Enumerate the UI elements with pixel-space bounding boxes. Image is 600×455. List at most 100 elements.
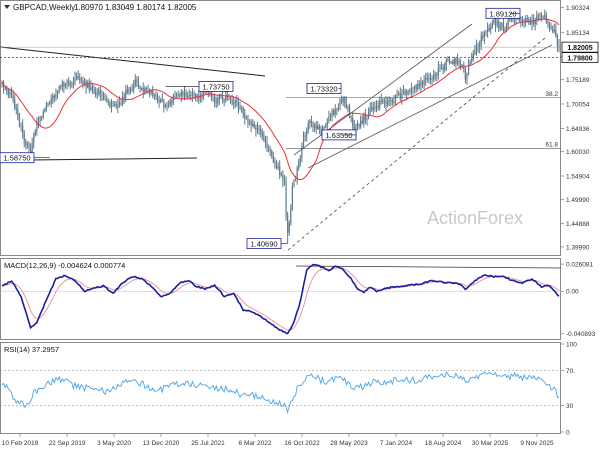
candle-body (539, 14, 541, 16)
candle-body (317, 125, 319, 129)
candle-body (358, 124, 360, 128)
candle-body (106, 99, 108, 102)
candle-body (183, 92, 186, 96)
candle-body (33, 135, 35, 144)
candle-body (158, 99, 160, 102)
candle-body (95, 92, 97, 95)
candle-body (431, 78, 433, 80)
candle-body (150, 90, 152, 94)
rsi-layer (0, 370, 561, 414)
candle-body (460, 63, 462, 67)
price-axis-label: 1.49990 (566, 197, 590, 204)
candle-body (504, 28, 506, 31)
candle-body (164, 105, 167, 107)
macd-trendline (295, 265, 561, 269)
axis-layer: 1.39990 1.44888 1.49990 1.54904 1.60030 1.649… (2, 5, 599, 447)
candle-body (29, 149, 32, 155)
fib-level-label: 61.8 (545, 142, 558, 149)
candle-body (218, 97, 221, 100)
macd-layer (0, 263, 561, 335)
candle-body (340, 99, 343, 102)
candle-body (233, 103, 235, 105)
candle-body (44, 108, 46, 112)
candle-body (45, 105, 48, 109)
price-axis-label: 1.39990 (566, 244, 590, 251)
candle-body (50, 99, 52, 104)
candle-body (374, 107, 376, 109)
candle-body (393, 100, 395, 103)
candle-body (326, 121, 328, 126)
candle-body (323, 127, 325, 128)
candle-body (47, 103, 49, 106)
price-tag-text: 1.79800 (567, 56, 592, 63)
candle-body (398, 93, 400, 95)
candle-body (482, 35, 484, 38)
candle-body (245, 117, 247, 119)
candle-body (212, 95, 214, 97)
candle-body (231, 99, 233, 105)
macd-axis-label: 0.026081 (566, 262, 593, 269)
candle-body (110, 103, 113, 108)
x-axis-label: 30 Mar 2025 (472, 440, 509, 447)
candle-body (79, 78, 81, 81)
candle-body (80, 80, 82, 81)
candle-body (347, 106, 349, 108)
candle-body (87, 83, 89, 88)
candle-body (182, 91, 184, 96)
price-label-text: 1.40690 (250, 240, 277, 249)
candle-body (31, 143, 33, 155)
candle-body (388, 100, 390, 101)
candle-body (544, 15, 546, 17)
candle-body (356, 124, 359, 128)
candle-body (102, 95, 105, 100)
candle-body (239, 107, 241, 109)
candle-body (9, 92, 11, 95)
candle-body (409, 91, 411, 93)
candle-body (306, 131, 308, 136)
candle-body (483, 32, 486, 38)
candle-body (467, 64, 470, 75)
candle-body (350, 116, 352, 119)
candle-body (464, 69, 466, 80)
candle-body (369, 107, 371, 112)
candle-body (402, 90, 405, 94)
macd-line (1, 263, 560, 335)
x-axis-label: 25 Jul 2021 (191, 440, 225, 447)
price-label-text: 1.73750 (202, 82, 229, 91)
candle-body (466, 74, 468, 80)
candle-body (390, 100, 392, 101)
candle-body (474, 50, 476, 55)
candle-body (404, 90, 406, 95)
price-panel-frame (0, 0, 561, 256)
candle-body (77, 76, 79, 79)
candle-body (109, 101, 111, 108)
candle-body (191, 94, 194, 96)
candle-body (221, 96, 224, 102)
candle-body (336, 109, 338, 110)
candle-body (274, 161, 276, 166)
candle-body (293, 180, 295, 187)
candle-body (199, 98, 201, 99)
candle-body (280, 174, 282, 176)
candle-body (275, 165, 278, 168)
price-label-text: 1.63550 (325, 131, 352, 140)
candle-body (364, 114, 366, 120)
candle-body (363, 114, 365, 124)
candle-body (488, 27, 490, 30)
candle-body (255, 127, 257, 130)
candle-body (153, 95, 155, 96)
candle-body (518, 18, 520, 21)
candle-body (90, 87, 92, 90)
candle-body (307, 123, 309, 132)
candle-body (312, 122, 314, 128)
candle-body (83, 81, 86, 85)
candle-body (548, 23, 551, 27)
x-axis-label: 22 Sep 2019 (49, 440, 86, 447)
candle-body (333, 110, 335, 115)
candle-body (131, 89, 133, 91)
candle-body (379, 100, 381, 108)
candle-body (406, 91, 408, 95)
candle-body (72, 82, 75, 85)
candle-body (480, 35, 482, 44)
dropdown-triangle-icon[interactable] (4, 5, 10, 9)
